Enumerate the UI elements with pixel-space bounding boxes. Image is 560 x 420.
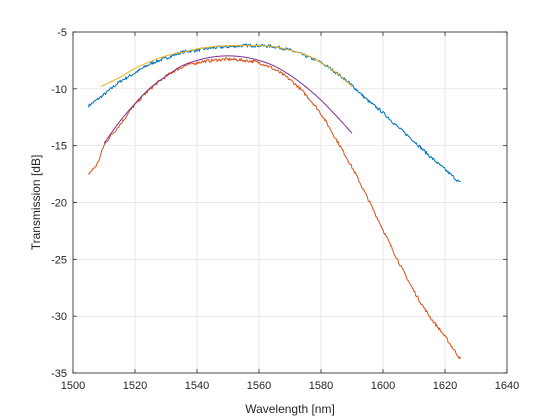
y-tick-label: -35 <box>51 368 67 380</box>
x-tick-label: 1580 <box>309 380 333 392</box>
x-tick-label: 1640 <box>495 380 519 392</box>
x-tick-label: 1540 <box>185 380 209 392</box>
y-tick-label: -25 <box>51 254 67 266</box>
y-tick-labels: -35 -30 -25 -20 -15 -10 -5 <box>51 27 67 380</box>
y-tick-label: -5 <box>57 27 67 39</box>
ticks <box>72 31 508 374</box>
x-tick-label: 1620 <box>433 380 457 392</box>
x-axis-label: Wavelength [nm] <box>245 402 335 416</box>
y-axis-label: Transmission [dB] <box>29 155 43 251</box>
x-tick-label: 1600 <box>371 380 395 392</box>
y-tick-label: -20 <box>51 198 67 210</box>
x-tick-label: 1560 <box>247 380 271 392</box>
series-layer <box>88 43 461 360</box>
series-line-1 <box>88 43 461 183</box>
x-tick-label: 1520 <box>123 380 147 392</box>
series-line-4 <box>103 55 353 144</box>
series-line-2 <box>100 45 353 88</box>
y-tick-label: -10 <box>51 84 67 96</box>
x-tick-labels: 1500 1520 1540 1560 1580 1600 1620 1640 <box>61 380 519 392</box>
y-tick-label: -30 <box>51 311 67 323</box>
y-tick-label: -15 <box>51 141 67 153</box>
x-tick-label: 1500 <box>61 380 85 392</box>
